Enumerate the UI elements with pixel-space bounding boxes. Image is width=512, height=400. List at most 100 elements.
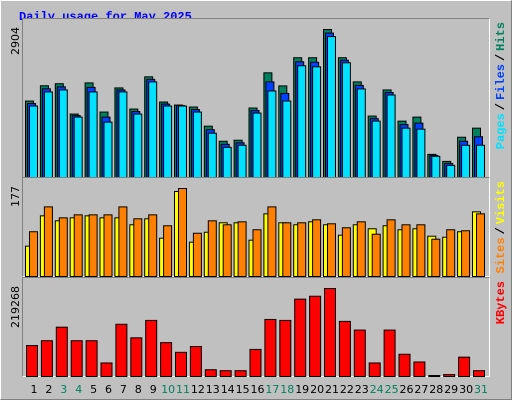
bar bbox=[43, 91, 53, 178]
x-tick-label: 19 bbox=[295, 383, 309, 396]
bar bbox=[443, 374, 456, 378]
y-tick-label: 219268 bbox=[9, 286, 22, 328]
bar bbox=[371, 120, 381, 178]
bar bbox=[237, 221, 247, 277]
bar bbox=[88, 214, 98, 277]
x-tick-label: 14 bbox=[221, 383, 235, 396]
bar bbox=[416, 224, 426, 278]
bar bbox=[353, 329, 366, 377]
bar bbox=[249, 348, 262, 378]
bar bbox=[178, 188, 187, 277]
bar bbox=[297, 65, 307, 178]
x-tick-label: 2 bbox=[45, 383, 52, 396]
bar bbox=[163, 225, 173, 277]
x-tick-label: 29 bbox=[444, 383, 458, 396]
legend-separator: / bbox=[494, 227, 508, 234]
bar bbox=[175, 351, 187, 378]
bar bbox=[252, 112, 262, 178]
bar bbox=[312, 66, 322, 178]
x-tick-label: 16 bbox=[251, 383, 265, 396]
x-tick-label: 11 bbox=[176, 383, 190, 396]
bar bbox=[118, 206, 128, 277]
x-tick-label: 20 bbox=[310, 383, 324, 396]
bar bbox=[428, 375, 441, 377]
bar bbox=[29, 105, 38, 178]
legend: KBytes bbox=[494, 281, 508, 324]
bar bbox=[401, 127, 411, 179]
legend: Pages / Files / Hits bbox=[494, 22, 508, 149]
x-tick-label: 9 bbox=[150, 383, 157, 396]
bar bbox=[267, 206, 277, 277]
y-tick-label: 177 bbox=[9, 186, 22, 207]
bar bbox=[100, 362, 113, 378]
bar bbox=[297, 222, 307, 277]
legend-entry: Pages bbox=[494, 113, 508, 149]
x-tick-label: 4 bbox=[75, 383, 82, 396]
x-tick-label: 5 bbox=[90, 383, 97, 396]
x-tick-label: 26 bbox=[400, 383, 414, 396]
x-tick-label: 17 bbox=[265, 383, 279, 396]
bar bbox=[294, 298, 307, 378]
x-tick-label: 8 bbox=[135, 383, 142, 396]
bar bbox=[282, 100, 292, 178]
bar bbox=[282, 222, 292, 277]
bar bbox=[234, 370, 247, 378]
x-tick-label: 25 bbox=[385, 383, 399, 396]
bar bbox=[29, 231, 38, 278]
bar bbox=[26, 345, 38, 378]
bar bbox=[446, 164, 456, 179]
x-tick-label: 24 bbox=[370, 383, 384, 396]
legend-entry: Hits bbox=[494, 22, 508, 51]
x-tick-label: 23 bbox=[355, 383, 369, 396]
bar bbox=[88, 91, 98, 178]
y-tick-label: 2904 bbox=[9, 27, 22, 55]
x-tick-label: 18 bbox=[280, 383, 294, 396]
x-tick-label: 21 bbox=[325, 383, 339, 396]
bar bbox=[416, 128, 426, 178]
legend: Sites / Visits bbox=[494, 181, 508, 273]
legend-entry: Visits bbox=[494, 181, 508, 224]
bar bbox=[43, 206, 53, 277]
bar bbox=[222, 224, 232, 278]
bar bbox=[386, 94, 396, 178]
x-tick-label: 27 bbox=[414, 383, 428, 396]
bar bbox=[118, 91, 128, 178]
bar bbox=[163, 105, 173, 178]
bar bbox=[58, 217, 68, 277]
bar bbox=[178, 105, 187, 178]
bar bbox=[204, 369, 217, 378]
bar bbox=[413, 361, 426, 378]
bar bbox=[130, 337, 143, 378]
legend-entry: KBytes bbox=[494, 281, 508, 324]
bar bbox=[327, 36, 336, 179]
bar bbox=[386, 219, 396, 278]
bar bbox=[401, 224, 411, 278]
x-tick-label: 6 bbox=[105, 383, 112, 396]
bar bbox=[341, 227, 351, 278]
bar bbox=[461, 144, 471, 178]
bar bbox=[73, 214, 83, 277]
bar bbox=[133, 113, 143, 178]
bar bbox=[219, 370, 232, 378]
bar bbox=[70, 340, 83, 377]
bar bbox=[133, 218, 143, 277]
bar bbox=[264, 318, 277, 378]
legend-entry: Sites bbox=[494, 237, 508, 273]
bar bbox=[368, 362, 381, 378]
legend-separator: / bbox=[494, 103, 508, 110]
bar bbox=[148, 214, 158, 277]
bar bbox=[103, 121, 113, 178]
bar bbox=[103, 214, 113, 277]
bar bbox=[476, 144, 485, 178]
bar bbox=[58, 89, 68, 178]
bar bbox=[222, 146, 232, 179]
bar bbox=[267, 90, 277, 178]
x-tick-label: 15 bbox=[236, 383, 250, 396]
bar bbox=[356, 221, 366, 277]
bar bbox=[338, 320, 351, 377]
bar bbox=[446, 229, 456, 277]
bar bbox=[40, 340, 53, 377]
x-tick-label: 28 bbox=[429, 383, 443, 396]
